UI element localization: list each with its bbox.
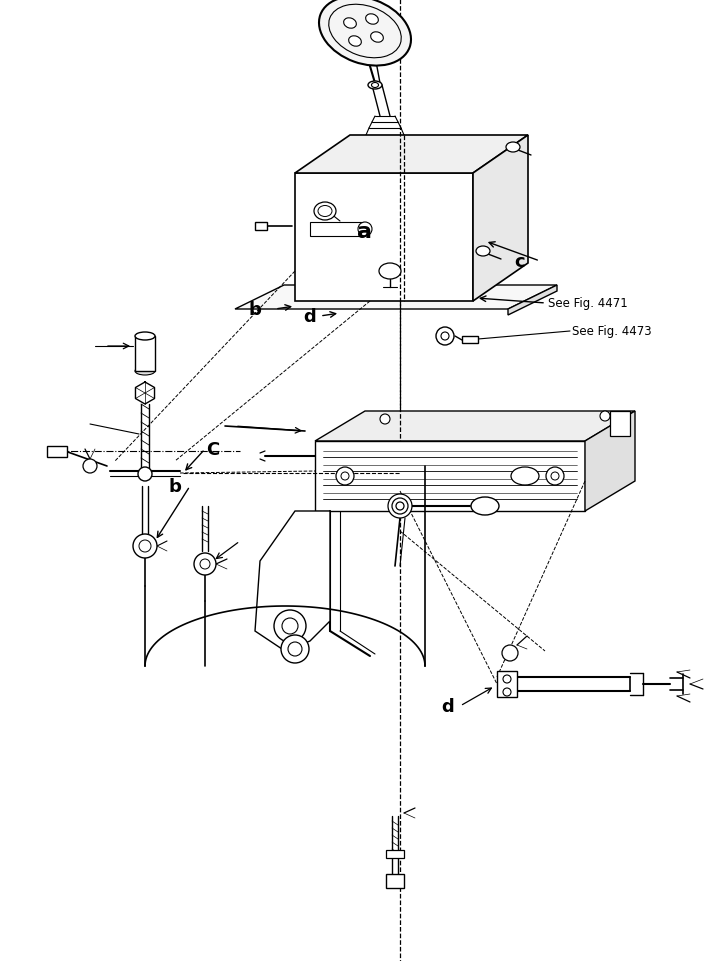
Circle shape [441,333,449,340]
Polygon shape [315,411,635,441]
Ellipse shape [511,467,539,485]
Bar [386,875,404,888]
Circle shape [380,414,390,425]
Polygon shape [235,285,557,309]
Ellipse shape [358,223,372,236]
Circle shape [194,554,216,576]
Text: See Fig. 4473: See Fig. 4473 [572,325,651,338]
Text: b: b [249,301,262,319]
Circle shape [281,635,309,663]
Text: c: c [515,253,526,271]
Ellipse shape [319,0,411,66]
Ellipse shape [344,19,356,29]
Polygon shape [473,136,528,302]
Circle shape [274,610,306,642]
Ellipse shape [349,37,361,47]
Ellipse shape [379,263,401,280]
Bar [386,850,404,858]
Circle shape [503,688,511,697]
Circle shape [133,534,157,558]
Text: b: b [169,478,182,496]
Circle shape [396,503,404,510]
Bar [310,223,365,236]
Text: d: d [304,308,316,326]
Circle shape [436,328,454,346]
Bar [497,672,517,698]
Ellipse shape [371,84,379,88]
Circle shape [138,467,152,481]
Circle shape [388,495,412,519]
Polygon shape [295,174,473,302]
Circle shape [600,411,610,422]
Polygon shape [585,411,635,511]
Bar [135,336,155,372]
Ellipse shape [135,333,155,340]
Text: C: C [206,440,220,458]
Text: a: a [358,222,372,242]
Polygon shape [295,136,528,174]
Circle shape [392,499,408,514]
Circle shape [503,676,511,683]
Ellipse shape [135,368,155,376]
Bar [462,336,478,344]
Ellipse shape [506,143,520,153]
Bar [47,447,67,457]
Text: See Fig. 4471: See Fig. 4471 [548,297,627,310]
Ellipse shape [471,498,499,515]
Text: d: d [441,698,454,715]
Circle shape [546,467,564,485]
Circle shape [502,646,518,661]
Circle shape [83,459,97,474]
Bar [315,441,585,511]
Ellipse shape [314,203,336,221]
Bar [255,223,267,231]
Ellipse shape [368,82,382,90]
Ellipse shape [371,33,383,43]
Circle shape [336,467,354,485]
Bar [610,411,630,436]
Polygon shape [255,511,330,652]
Ellipse shape [366,14,378,25]
Polygon shape [508,285,557,315]
Ellipse shape [476,247,490,257]
